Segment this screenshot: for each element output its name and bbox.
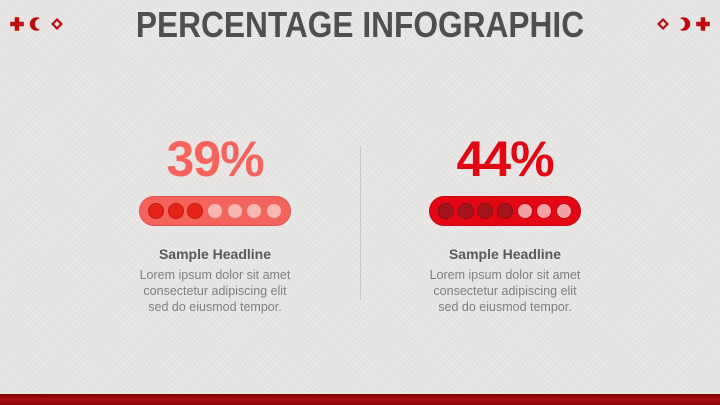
progress-dot — [246, 203, 263, 219]
progress-dot — [187, 203, 204, 219]
red-crescent-icon — [29, 16, 45, 32]
body-line: Lorem ipsum dolor sit amet — [139, 268, 291, 282]
page-title: PERCENTAGE INFOGRAPHIC — [135, 4, 585, 45]
body-line: sed do eiusmod tempor. — [148, 300, 282, 314]
progress-dot — [516, 203, 533, 219]
progress-dot — [496, 203, 513, 219]
body-text: Lorem ipsum dolor sit amet consectetur a… — [430, 267, 581, 315]
body-line: consectetur adipiscing elit — [433, 284, 577, 298]
body-line: sed do eiusmod tempor. — [438, 300, 572, 314]
progress-dot — [206, 203, 223, 219]
vertical-divider — [359, 146, 361, 300]
percent-value: 39% — [166, 131, 264, 187]
progress-dot — [457, 203, 474, 219]
body-text: Lorem ipsum dolor sit amet consectetur a… — [140, 267, 291, 315]
body-line: consectetur adipiscing elit — [143, 284, 287, 298]
header-icons-left — [9, 16, 65, 32]
progress-dot — [167, 203, 184, 219]
content-columns: 39% Sample Headline Lorem ipsum dolor si… — [0, 133, 720, 315]
red-cross-icon — [696, 17, 710, 31]
dot-progress-bar — [139, 196, 291, 226]
red-crystal-icon — [51, 18, 63, 30]
progress-dot — [536, 203, 553, 219]
progress-dot — [148, 203, 164, 219]
progress-dot — [477, 203, 494, 219]
dot-progress-bar — [429, 196, 581, 226]
sample-headline: Sample Headline — [158, 246, 272, 262]
progress-dot — [555, 203, 572, 219]
progress-dot — [265, 203, 282, 219]
progress-dot — [226, 203, 243, 219]
red-crescent-icon — [675, 16, 691, 32]
red-cross-icon — [10, 17, 24, 31]
stat-column-left: 39% Sample Headline Lorem ipsum dolor si… — [71, 133, 360, 315]
progress-dot — [438, 203, 454, 219]
stat-column-right: 44% Sample Headline Lorem ipsum dolor si… — [361, 133, 650, 315]
red-crystal-icon — [657, 18, 669, 30]
footer-accent-bar — [0, 394, 720, 405]
header-icons-right — [655, 16, 711, 32]
sample-headline: Sample Headline — [448, 246, 562, 262]
body-line: Lorem ipsum dolor sit amet — [429, 268, 581, 282]
percent-value: 44% — [456, 131, 554, 187]
